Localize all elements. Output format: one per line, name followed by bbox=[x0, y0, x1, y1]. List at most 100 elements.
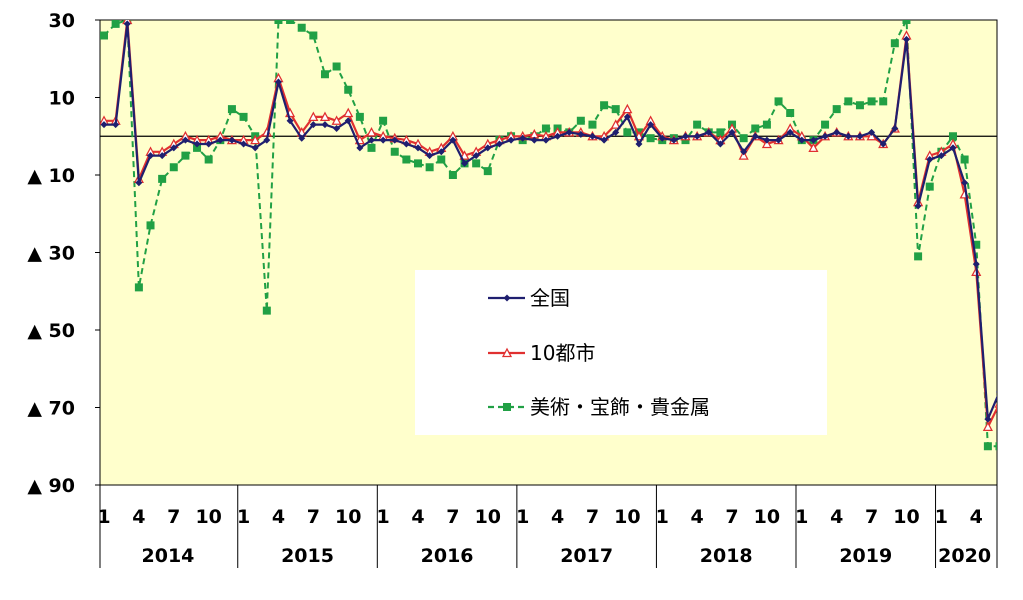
data-point bbox=[379, 136, 387, 144]
y-tick-label: 30 bbox=[49, 10, 75, 32]
x-month-label: 4 bbox=[132, 506, 145, 528]
data-point bbox=[100, 31, 108, 40]
data-point bbox=[298, 134, 306, 142]
data-point bbox=[112, 121, 120, 129]
data-point bbox=[600, 136, 608, 144]
data-point bbox=[146, 221, 155, 230]
data-point bbox=[914, 202, 922, 210]
data-point bbox=[670, 136, 678, 144]
data-point bbox=[390, 147, 399, 156]
data-point bbox=[319, 111, 331, 122]
legend-marker bbox=[503, 403, 511, 411]
data-point bbox=[646, 134, 655, 143]
data-point bbox=[472, 152, 480, 160]
data-point bbox=[821, 132, 829, 140]
data-point bbox=[705, 128, 713, 136]
data-point bbox=[240, 140, 248, 148]
data-point bbox=[356, 144, 364, 152]
data-point bbox=[739, 134, 748, 143]
x-month-label: 7 bbox=[167, 506, 180, 528]
data-point bbox=[414, 144, 422, 152]
legend-label: 美術・宝飾・貴金属 bbox=[530, 395, 710, 419]
x-year-label: 2014 bbox=[142, 545, 195, 567]
data-point bbox=[565, 128, 573, 136]
x-month-label: 7 bbox=[307, 506, 320, 528]
data-point bbox=[926, 156, 934, 163]
data-point bbox=[576, 116, 585, 125]
data-point bbox=[158, 174, 167, 183]
x-year-label: 2015 bbox=[281, 545, 334, 567]
data-point bbox=[647, 121, 655, 129]
x-month-label: 1 bbox=[516, 506, 529, 528]
data-point bbox=[821, 120, 830, 129]
data-point bbox=[274, 20, 283, 24]
data-point bbox=[751, 124, 760, 133]
data-point bbox=[448, 171, 457, 179]
data-point bbox=[808, 142, 819, 153]
data-point bbox=[762, 120, 771, 129]
data-point bbox=[728, 128, 736, 136]
data-point bbox=[332, 62, 341, 71]
data-point bbox=[635, 140, 643, 148]
data-point bbox=[519, 134, 527, 142]
series-0 bbox=[100, 20, 997, 423]
data-point bbox=[983, 442, 992, 451]
data-point bbox=[622, 103, 633, 114]
data-point bbox=[577, 130, 585, 138]
data-point bbox=[948, 132, 957, 141]
x-year-label: 2018 bbox=[700, 545, 753, 567]
data-point bbox=[331, 115, 342, 125]
data-point bbox=[716, 140, 724, 148]
data-point bbox=[507, 136, 515, 144]
data-point bbox=[798, 136, 806, 144]
data-point bbox=[763, 136, 771, 144]
x-month-label: 1 bbox=[97, 506, 110, 528]
data-point bbox=[866, 130, 877, 141]
data-point bbox=[449, 136, 457, 144]
data-point bbox=[600, 101, 609, 110]
y-tick-label: ▲ 70 bbox=[27, 398, 75, 420]
y-tick-label: ▲ 50 bbox=[27, 320, 75, 342]
data-point bbox=[542, 136, 550, 144]
data-point bbox=[286, 20, 295, 24]
x-month-label: 10 bbox=[475, 506, 501, 528]
data-point bbox=[902, 35, 910, 43]
x-month-label: 4 bbox=[411, 506, 424, 528]
legend-label: 全国 bbox=[530, 286, 570, 310]
data-point bbox=[391, 136, 399, 144]
data-point bbox=[833, 128, 841, 136]
x-year-label: 2016 bbox=[421, 545, 474, 567]
data-point bbox=[135, 179, 143, 187]
data-point bbox=[193, 140, 201, 148]
y-tick-label: ▲ 10 bbox=[27, 165, 75, 187]
data-point bbox=[761, 138, 772, 149]
data-point bbox=[367, 136, 375, 144]
data-point bbox=[774, 97, 783, 106]
data-point bbox=[263, 136, 271, 144]
x-month-label: 10 bbox=[614, 506, 640, 528]
data-point bbox=[786, 128, 794, 136]
data-point bbox=[588, 120, 597, 129]
x-year-label: 2017 bbox=[560, 545, 613, 567]
data-point bbox=[995, 442, 997, 451]
data-point bbox=[879, 97, 888, 106]
data-point bbox=[867, 97, 876, 106]
data-point bbox=[134, 283, 143, 292]
data-point bbox=[611, 105, 620, 114]
data-point bbox=[100, 121, 108, 129]
data-point bbox=[612, 128, 620, 136]
data-point bbox=[775, 136, 783, 144]
data-point bbox=[402, 155, 411, 164]
data-point bbox=[309, 31, 318, 40]
data-point bbox=[891, 125, 899, 132]
data-point bbox=[740, 148, 748, 156]
data-point bbox=[123, 20, 131, 28]
data-point bbox=[355, 112, 364, 121]
data-point bbox=[495, 140, 503, 148]
data-point bbox=[623, 113, 631, 121]
x-month-label: 1 bbox=[377, 506, 390, 528]
